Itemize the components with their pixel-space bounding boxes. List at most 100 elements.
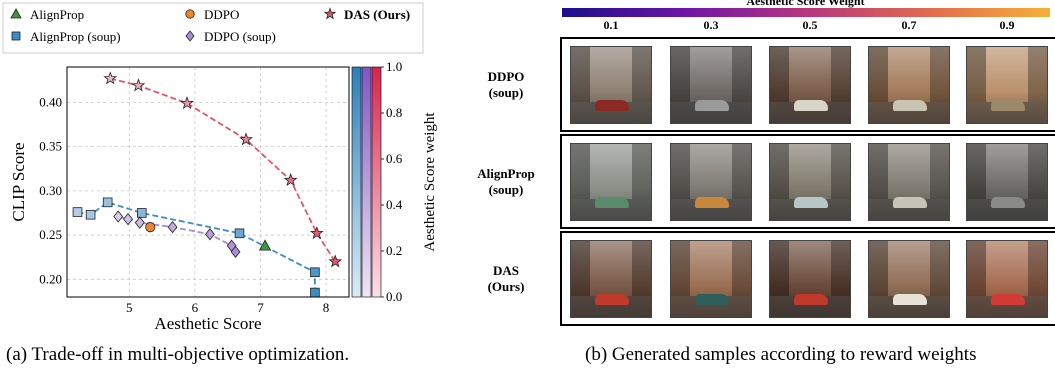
weight-tick-label: 0.7 [901, 18, 917, 32]
legend-label: AlignProp [30, 7, 84, 22]
car-shape [991, 294, 1025, 305]
street-shape [869, 101, 949, 123]
y-axis-label: CLIP Score [9, 142, 28, 221]
car-shape [893, 100, 927, 111]
data-point [113, 210, 124, 223]
data-point [180, 96, 194, 110]
sample-image [966, 46, 1048, 124]
legend: AlignProp DDPO DAS (Ours) AlignProp (soup) D… [2, 2, 424, 54]
sample-row [560, 134, 1055, 229]
street-shape [571, 101, 651, 123]
y-tick-label: 0.35 [39, 139, 62, 154]
legend-box [2, 2, 424, 54]
colorbar-tick-label: 0.2 [386, 243, 402, 258]
car-shape [991, 197, 1025, 208]
row-label-variant: (Ours) [487, 279, 525, 294]
colorbar-tick-label: 1.0 [386, 59, 402, 74]
car-shape [794, 294, 828, 305]
street-shape [671, 198, 751, 220]
sample-image [966, 143, 1048, 221]
colorbar-blue-strip [351, 66, 362, 298]
sample-image [868, 46, 950, 124]
building-shape [731, 144, 751, 199]
legend-star-icon [323, 7, 337, 20]
sample-image [670, 143, 752, 221]
sample-image [570, 46, 652, 124]
panel-a-caption: (a) Trade-off in multi-objective optimiz… [6, 344, 350, 365]
building-shape [929, 144, 949, 199]
building-shape [731, 47, 751, 102]
sample-image [570, 240, 652, 318]
data-point [283, 173, 298, 187]
row-label: DAS (Ours) [460, 263, 552, 295]
legend-square-icon [11, 31, 21, 41]
street-shape [770, 198, 850, 220]
data-point [103, 71, 118, 85]
sample-row [560, 37, 1055, 132]
data-point [167, 220, 178, 234]
street-shape [770, 295, 850, 317]
x-tick-label: 6 [192, 300, 199, 315]
data-point [205, 228, 215, 241]
data-point [230, 245, 241, 259]
x-tick-labels: 5 6 7 8 [126, 300, 329, 315]
panel-b-caption: (b) Generated samples according to rewar… [585, 344, 977, 365]
data-point [131, 78, 146, 92]
sample-image [670, 240, 752, 318]
sample-image [868, 240, 950, 318]
car-shape [595, 197, 629, 208]
legend-label: DAS (Ours) [344, 7, 410, 22]
data-point [72, 207, 83, 217]
weight-tick-label: 0.1 [603, 18, 619, 32]
street-shape [770, 101, 850, 123]
weight-tick-label: 0.9 [999, 18, 1015, 32]
street-shape [869, 295, 949, 317]
legend-diamond-icon [185, 30, 195, 42]
x-axis-label: Aesthetic Score [154, 314, 261, 333]
x-tick-label: 8 [323, 300, 330, 315]
building-shape [929, 47, 949, 102]
plot-grid [67, 67, 349, 297]
weight-colorbar-title: Aesthetic Score Weight [746, 0, 865, 8]
data-point [234, 228, 245, 239]
sample-image [670, 46, 752, 124]
car-shape [991, 100, 1025, 111]
y-tick-label: 0.40 [39, 94, 62, 109]
legend-circle-icon [185, 9, 195, 19]
plot-series-lines [77, 77, 336, 293]
weight-tick-label: 0.3 [703, 18, 719, 32]
x-tick-label: 7 [257, 300, 264, 315]
sample-row [560, 231, 1055, 326]
row-label-method: AlignProp [477, 166, 535, 181]
building-shape [1027, 47, 1047, 102]
legend-label: AlignProp (soup) [30, 29, 121, 44]
y-tick-labels: 0.20 0.25 0.30 0.35 0.40 [39, 94, 62, 286]
building-shape [631, 144, 651, 199]
weight-colorbar [562, 8, 1050, 17]
street-shape [967, 295, 1047, 317]
x-tick-label: 5 [126, 300, 133, 315]
colorbar-tick-label: 0.6 [386, 151, 403, 166]
sample-image [966, 240, 1048, 318]
building-shape [967, 241, 987, 296]
data-point [239, 132, 253, 146]
colorbar-tick-labels: 0.0 0.2 0.4 0.6 0.8 1.0 [381, 59, 403, 304]
building-shape [770, 241, 790, 296]
y-tick-label: 0.30 [39, 183, 62, 198]
building-shape [929, 241, 949, 296]
building-shape [830, 241, 850, 296]
street-shape [869, 198, 949, 220]
car-shape [595, 100, 629, 111]
row-label: DDPO (soup) [460, 69, 552, 101]
sample-image [570, 143, 652, 221]
building-shape [869, 241, 889, 296]
data-point [85, 209, 96, 220]
sample-image [769, 143, 851, 221]
series-line [110, 77, 336, 263]
colorbar-tick-label: 0.4 [386, 197, 403, 212]
colorbar-red-strip [371, 66, 382, 298]
car-shape [893, 197, 927, 208]
street-shape [571, 295, 651, 317]
building-shape [671, 47, 691, 102]
legend-triangle-icon [10, 8, 22, 19]
